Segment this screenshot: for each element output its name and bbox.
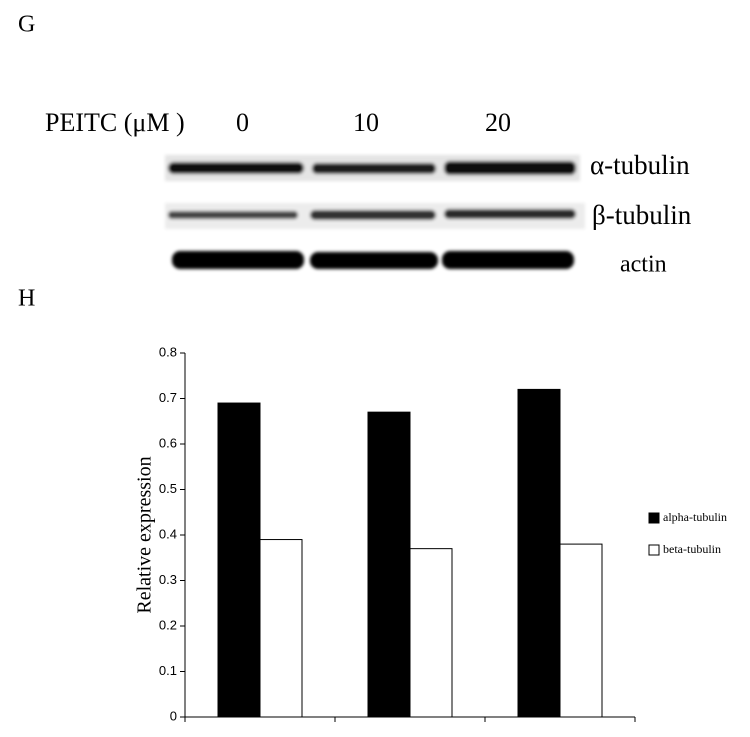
y-tick-label: 0.1 <box>159 663 177 678</box>
lane-label: 0 <box>236 108 249 137</box>
bar <box>559 543 603 718</box>
y-tick-label: 0 <box>170 708 177 723</box>
y-tick-label: 0.8 <box>159 344 177 359</box>
bar <box>517 388 561 718</box>
band-label: α-tubulin <box>590 150 690 180</box>
bar <box>367 411 411 718</box>
band-label: β-tubulin <box>592 200 692 230</box>
legend-label: alpha-tubulin <box>663 510 727 524</box>
y-tick-label: 0.5 <box>159 481 177 496</box>
y-tick-label: 0.3 <box>159 572 177 587</box>
bar <box>409 548 453 718</box>
lane-label: 20 <box>485 108 511 137</box>
y-tick-label: 0.2 <box>159 617 177 632</box>
panel-label: G <box>18 12 35 38</box>
y-tick-label: 0.6 <box>159 435 177 450</box>
blot <box>165 155 585 269</box>
y-tick-label: 0.4 <box>159 526 177 541</box>
bar <box>259 539 303 718</box>
band-label: actin <box>620 252 667 278</box>
legend-label: beta-tubulin <box>663 542 721 556</box>
legend-swatch <box>648 544 660 556</box>
blot-header: PEITC (μM ) <box>45 108 185 137</box>
y-axis-title: Relative expression <box>134 456 156 613</box>
panel-label: H <box>18 286 35 312</box>
lane-label: 10 <box>353 108 379 137</box>
bar <box>217 402 261 718</box>
y-tick-label: 0.7 <box>159 390 177 405</box>
legend-swatch <box>648 512 660 524</box>
